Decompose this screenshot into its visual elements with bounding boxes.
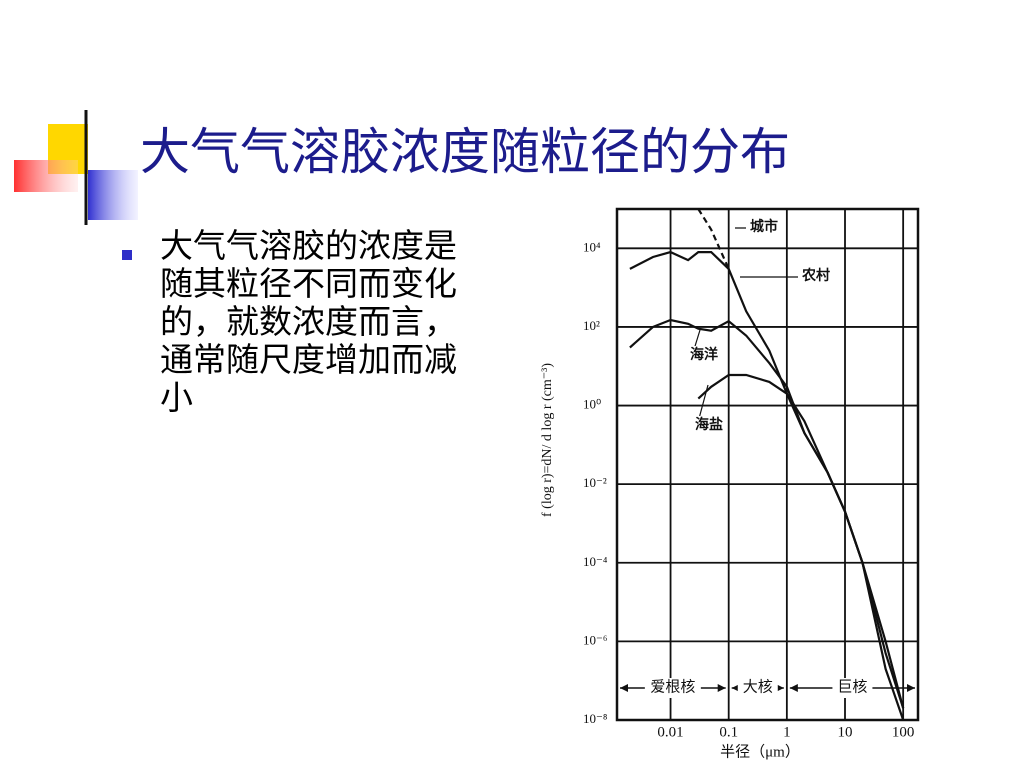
deco-red [14, 160, 78, 192]
x-axis-label: 半径（μm） [720, 743, 800, 760]
y-tick-label: 10⁴ [583, 239, 601, 254]
y-tick-label: 10⁻⁴ [583, 554, 608, 569]
region-label: 爱根核 [650, 678, 695, 695]
x-tick-label: 100 [892, 724, 915, 740]
series-label: 海盐 [695, 416, 723, 433]
y-tick-label: 10⁻⁸ [583, 711, 608, 726]
series-label: 海洋 [690, 346, 718, 363]
plot: 10⁴ 10² 10⁰ 10⁻² 10⁻⁴ 10⁻⁶ 10⁻⁸ 0.01 0.1 1 10 100 半径… [540, 207, 920, 760]
bullet-mark [122, 250, 132, 260]
series-label-bg [798, 267, 834, 287]
bullet-text: 大气气溶胶的浓度是随其粒径不同而变化的，就数浓度而言，通常随尺度增加而减小 [160, 229, 457, 417]
region-label-bg [644, 678, 701, 698]
y-tick-label: 10² [583, 318, 600, 333]
region-label: 巨核 [837, 678, 867, 695]
series-line [697, 208, 730, 270]
deco-blue [88, 170, 138, 220]
slide-title: 大气气溶胶浓度随粒径的分布 [140, 124, 790, 180]
series-label-bg [691, 416, 727, 436]
region-label-bg [832, 678, 873, 698]
y-tick-label: 10⁻² [583, 475, 607, 490]
x-tick-label: 0.1 [719, 724, 738, 740]
series-label: 城市 [750, 218, 778, 235]
y-axis-label: f (log r)=dN/ d log r (cm⁻³) [540, 363, 555, 517]
y-tick-label: 10⁻⁶ [583, 632, 607, 647]
region-label: 大核 [743, 678, 773, 695]
plot-frame [615, 207, 920, 722]
series-label-bg [686, 346, 722, 366]
x-tick-label: 10 [838, 724, 853, 740]
region-label-bg [737, 678, 778, 698]
x-tick-label: 0.01 [657, 724, 683, 740]
y-tick-label: 10⁰ [583, 397, 601, 412]
x-tick-label: 1 [783, 724, 791, 740]
series-label: 农村 [801, 267, 830, 284]
series-line [697, 373, 905, 721]
series-label-bg [746, 218, 782, 238]
